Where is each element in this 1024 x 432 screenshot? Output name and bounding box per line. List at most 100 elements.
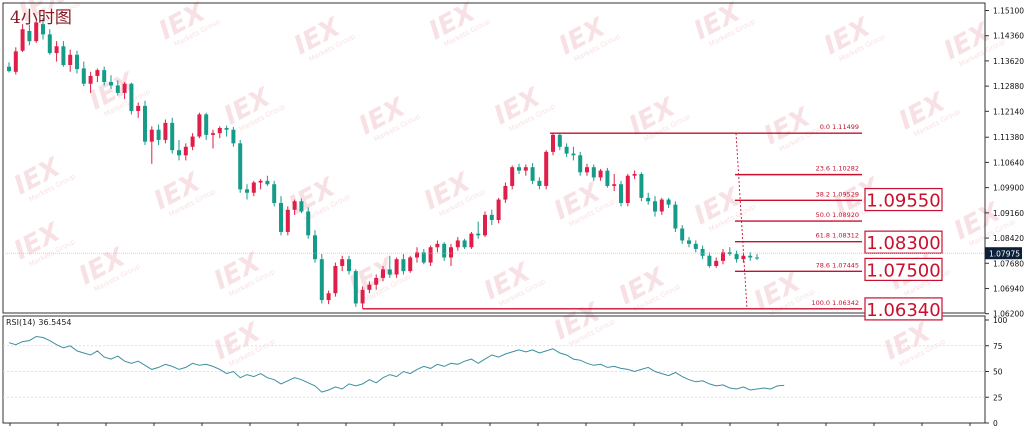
candle-body [27,30,32,42]
fib-level-label: 100.0 1.06342 [811,299,859,307]
candle [557,133,562,151]
candle-body [605,170,610,186]
candle [734,250,739,263]
candle-body [449,247,453,258]
candle-body [285,209,290,232]
candle-body [340,259,345,266]
candle-body [41,24,45,35]
chart-title: 4小时图 [10,8,72,28]
candle [537,177,542,190]
fib-level-label: 61.8 1.08312 [816,232,859,240]
candle [360,286,365,309]
fib-level-label: 38.2 1.09529 [816,190,859,198]
candle-body [34,22,39,42]
price-callout: 1.09550 [864,187,943,212]
candle [755,254,759,260]
candle-body [598,170,603,178]
candle-body [13,51,18,72]
candle [251,180,256,197]
candle [632,170,637,180]
candle [258,179,263,190]
candle-body [68,54,73,65]
candle-body [591,167,596,178]
candle [605,167,610,188]
candle-body [156,129,161,140]
candle-body [231,129,236,144]
candle-body [693,243,698,249]
rsi-tick-label: 25 [993,393,1003,402]
candle [61,41,66,67]
fib-trend-line [735,133,748,309]
candle [483,211,487,238]
candle-body [245,189,249,193]
candle [81,61,86,87]
candle-body [680,228,685,241]
candle-body [646,197,651,202]
price-callout: 1.08300 [864,230,943,254]
candle-body [265,180,270,185]
candle [748,252,753,261]
candle-body [585,167,589,173]
candle-body [238,143,243,190]
candle [149,126,154,164]
candle [591,164,596,181]
candle [551,133,555,156]
candle-body [177,150,181,156]
candle-body [625,175,630,203]
candle [489,209,494,226]
candle [598,168,603,181]
candle-body [619,184,623,203]
candle-body [755,257,759,259]
candle [721,248,725,265]
candle [394,257,399,278]
candle [401,254,406,275]
candle [517,163,521,175]
price-callout-text: 1.06340 [866,300,940,321]
candle [27,24,32,46]
candle-body [279,202,283,232]
candle-body [551,134,555,152]
candle-body [299,201,304,212]
candle-body [496,199,501,220]
price-tick-label: 1.12880 [993,82,1024,91]
candle-body [163,122,168,140]
candle-body [700,248,705,256]
candle [7,62,11,73]
candle-body [442,243,447,258]
candle [666,197,671,209]
candle [95,68,100,83]
candle [211,129,215,149]
candle-body [7,66,11,72]
candle [136,102,141,118]
price-callout-box [864,187,943,212]
candle [367,281,372,294]
candle [231,127,236,147]
candle [571,146,576,161]
candlestick-series [7,17,759,309]
price-callout-text: 1.08300 [866,233,940,254]
candle [156,124,161,146]
price-callout: 1.07500 [864,257,943,281]
price-callout-box [864,297,943,321]
candle [374,274,379,290]
candle-body [292,201,297,210]
candle [306,207,311,239]
price-tick-label: 1.08420 [993,234,1024,243]
candle [245,184,249,200]
candle-body [510,167,515,186]
candle [564,143,569,157]
candle [687,237,691,248]
candle-body [659,199,664,212]
candle [238,139,243,193]
rsi-tick-label: 50 [993,368,1003,377]
